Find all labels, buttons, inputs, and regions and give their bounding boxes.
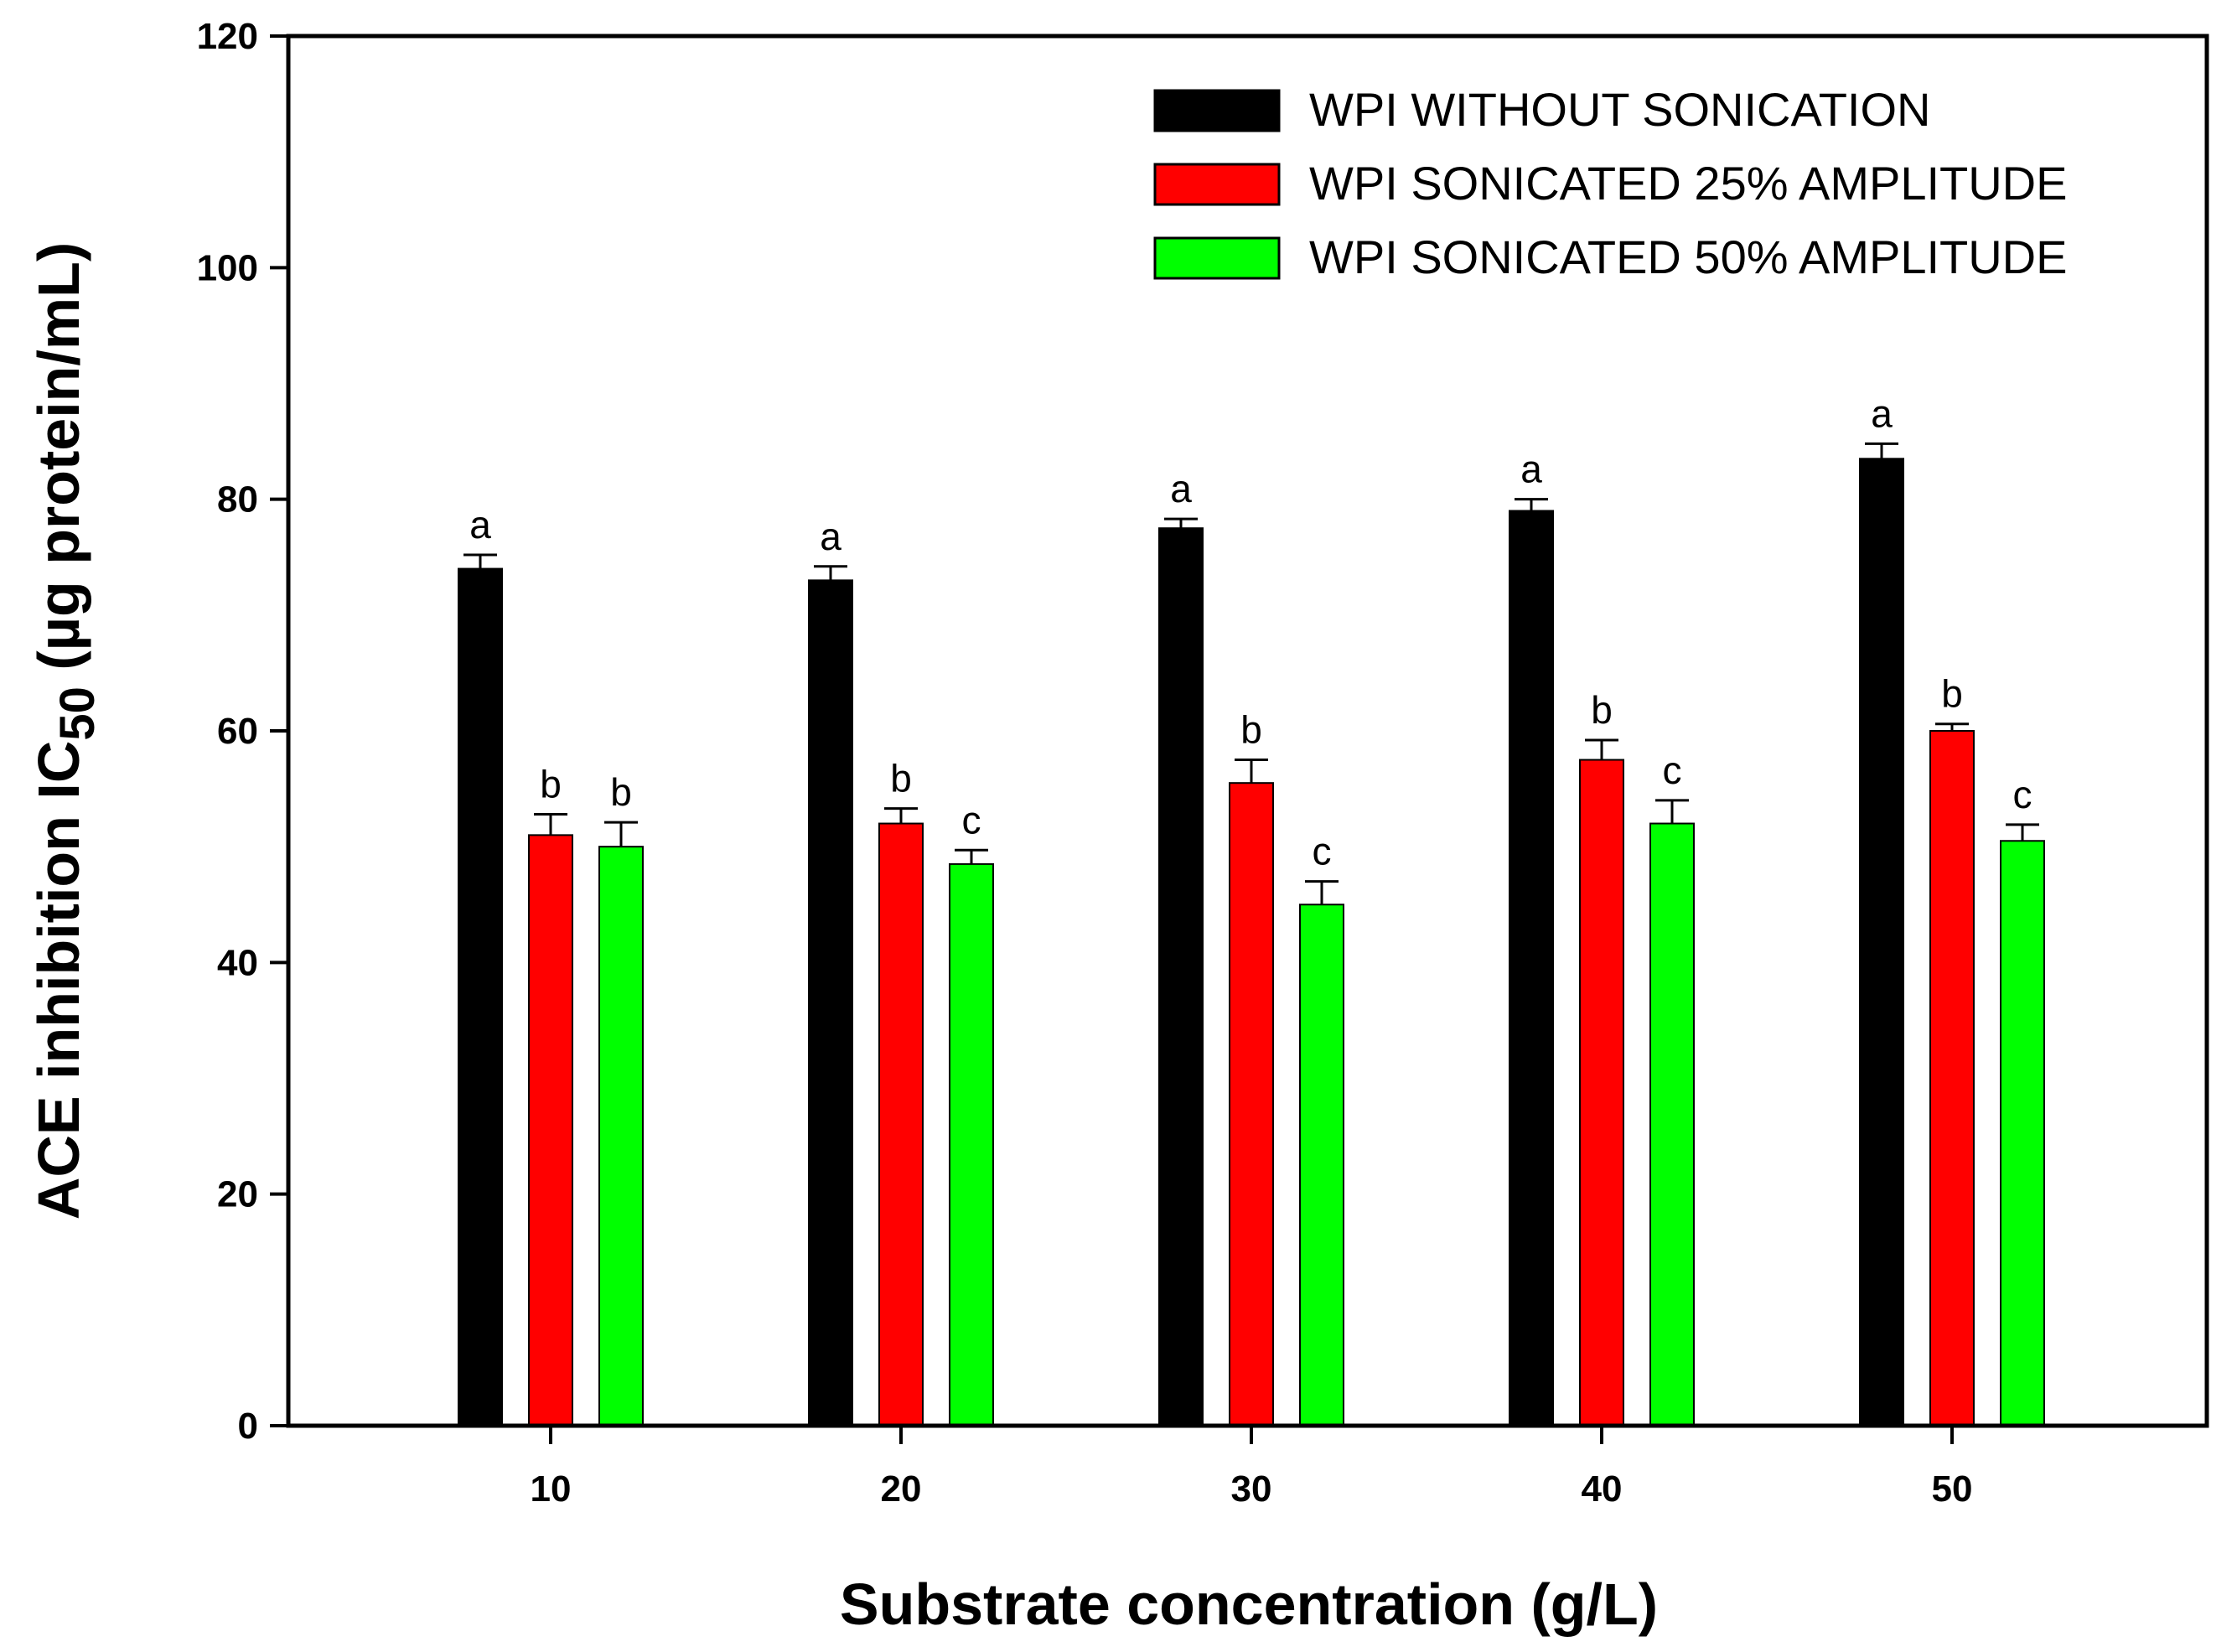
- x-tick-label: 30: [1231, 1468, 1272, 1510]
- legend-swatch: [1153, 89, 1281, 132]
- bar: [458, 567, 503, 1427]
- x-axis: 10 20 30 40 50: [531, 1426, 1973, 1510]
- significance-letter: c: [1313, 830, 1332, 873]
- y-tick-label: 40: [217, 942, 258, 983]
- significance-letter: a: [820, 515, 841, 558]
- significance-letter: b: [1941, 672, 1963, 716]
- significance-letter: c: [962, 798, 981, 842]
- legend-swatch: [1153, 236, 1281, 280]
- chart-marks: a a a a a b b b b b b c c c c: [458, 391, 2045, 1427]
- bar: [598, 846, 644, 1427]
- significance-letter: c: [2013, 773, 2032, 816]
- bar: [1509, 510, 1554, 1427]
- legend-swatch: [1153, 163, 1281, 206]
- bar: [2000, 840, 2045, 1427]
- y-axis-title-subscript: 50: [50, 686, 105, 741]
- bar: [1859, 458, 1904, 1427]
- legend-label: WPI SONICATED 25% AMPLITUDE: [1309, 157, 2067, 210]
- bar: [1929, 730, 1975, 1427]
- significance-letter: b: [890, 757, 912, 800]
- x-axis-title: Substrate concentration (g/L): [840, 1572, 1658, 1637]
- legend-label: WPI SONICATED 50% AMPLITUDE: [1309, 230, 2067, 283]
- x-tick-label: 20: [881, 1468, 922, 1510]
- significance-letter: a: [1520, 448, 1542, 491]
- bar: [1158, 527, 1204, 1427]
- x-tick-label: 10: [531, 1468, 572, 1510]
- y-axis-title-main: ACE inhibition IC: [26, 741, 91, 1220]
- y-axis: 0 20 40 60 80 100 120: [197, 16, 288, 1447]
- bar: [1649, 822, 1695, 1427]
- bar: [1579, 759, 1624, 1427]
- significance-letter: b: [610, 770, 632, 814]
- x-tick-label: 40: [1582, 1468, 1623, 1510]
- y-axis-title-suffix: (µg protein/mL): [26, 242, 91, 686]
- y-tick-label: 80: [217, 479, 258, 520]
- x-tick-label: 50: [1932, 1468, 1973, 1510]
- y-tick-label: 100: [197, 247, 258, 288]
- y-tick-label: 0: [238, 1406, 258, 1447]
- y-tick-label: 60: [217, 711, 258, 752]
- significance-letter: b: [540, 762, 562, 805]
- significance-letter: b: [1591, 688, 1613, 732]
- significance-letter: b: [1240, 708, 1262, 752]
- y-axis-title: ACE inhibition IC50 (µg protein/mL): [26, 242, 105, 1220]
- significance-letter: a: [469, 503, 491, 546]
- significance-letter: c: [1663, 748, 1682, 792]
- bar: [878, 822, 924, 1427]
- bar: [528, 834, 573, 1427]
- legend-label: WPI WITHOUT SONICATION: [1309, 83, 1930, 136]
- y-tick-label: 120: [197, 16, 258, 57]
- bar: [1229, 782, 1274, 1427]
- significance-letter: a: [1170, 467, 1192, 510]
- bar: [1299, 904, 1344, 1427]
- bar: [808, 579, 853, 1427]
- bar: [949, 862, 994, 1427]
- legend: WPI WITHOUT SONICATION WPI SONICATED 25% …: [1153, 83, 2067, 283]
- y-tick-label: 20: [217, 1174, 258, 1215]
- significance-letter: a: [1871, 391, 1893, 435]
